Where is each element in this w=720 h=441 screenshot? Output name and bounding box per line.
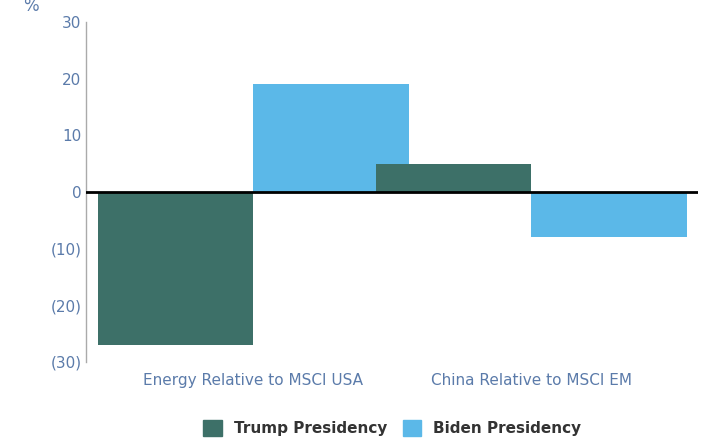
Bar bbox=[376, 164, 531, 192]
Bar bbox=[531, 192, 688, 237]
Bar bbox=[253, 84, 409, 192]
Legend: Trump Presidency, Biden Presidency: Trump Presidency, Biden Presidency bbox=[197, 414, 588, 441]
Bar bbox=[97, 192, 253, 345]
Y-axis label: %: % bbox=[24, 0, 39, 15]
